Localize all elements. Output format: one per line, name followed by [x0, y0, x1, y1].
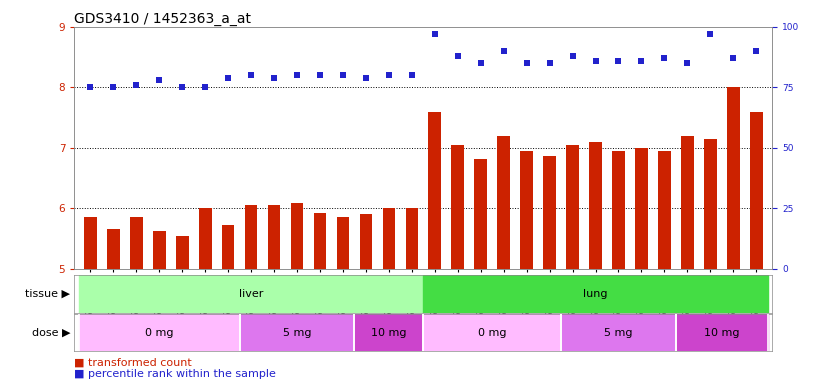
Point: [153, 77, 166, 83]
Point: [566, 53, 579, 59]
Point: [543, 60, 556, 66]
Point: [750, 48, 763, 54]
Point: [704, 31, 717, 37]
Text: GDS3410 / 1452363_a_at: GDS3410 / 1452363_a_at: [74, 12, 251, 26]
Text: dose ▶: dose ▶: [31, 328, 70, 338]
Bar: [497, 136, 510, 269]
Bar: [429, 112, 441, 269]
Point: [612, 58, 625, 64]
Text: tissue ▶: tissue ▶: [26, 289, 70, 299]
Bar: [359, 214, 373, 269]
Text: 10 mg: 10 mg: [371, 328, 406, 338]
Bar: [452, 145, 464, 269]
Point: [497, 48, 510, 54]
Bar: [268, 205, 280, 269]
Point: [198, 84, 211, 91]
Text: liver: liver: [239, 289, 263, 299]
Point: [221, 74, 235, 81]
Bar: [79, 314, 240, 351]
Bar: [130, 217, 143, 269]
Bar: [474, 159, 487, 269]
Text: lung: lung: [583, 289, 608, 299]
Bar: [658, 151, 671, 269]
Point: [313, 72, 326, 78]
Bar: [750, 112, 762, 269]
Point: [244, 72, 258, 78]
Point: [657, 55, 671, 61]
Bar: [544, 156, 556, 269]
Bar: [107, 230, 120, 269]
Text: 10 mg: 10 mg: [704, 328, 739, 338]
Bar: [153, 231, 165, 269]
Bar: [84, 217, 97, 269]
Point: [474, 60, 487, 66]
Bar: [567, 145, 579, 269]
Bar: [354, 314, 423, 351]
Bar: [635, 148, 648, 269]
Bar: [612, 151, 624, 269]
Text: ■ transformed count: ■ transformed count: [74, 358, 192, 368]
Point: [336, 72, 349, 78]
Point: [428, 31, 441, 37]
Point: [451, 53, 464, 59]
Bar: [589, 142, 602, 269]
Bar: [406, 208, 418, 269]
Point: [359, 74, 373, 81]
Bar: [337, 217, 349, 269]
Bar: [704, 139, 717, 269]
Bar: [382, 208, 395, 269]
Bar: [199, 208, 211, 269]
Bar: [291, 204, 303, 269]
Bar: [176, 236, 188, 269]
Point: [83, 84, 97, 91]
Point: [589, 58, 602, 64]
Bar: [79, 275, 423, 313]
Bar: [240, 314, 354, 351]
Point: [130, 82, 143, 88]
Point: [727, 55, 740, 61]
Point: [176, 84, 189, 91]
Bar: [424, 314, 561, 351]
Point: [268, 74, 281, 81]
Point: [635, 58, 648, 64]
Bar: [727, 88, 739, 269]
Bar: [424, 275, 767, 313]
Bar: [222, 225, 235, 269]
Bar: [561, 314, 676, 351]
Text: 5 mg: 5 mg: [605, 328, 633, 338]
Bar: [681, 136, 694, 269]
Text: ■ percentile rank within the sample: ■ percentile rank within the sample: [74, 369, 276, 379]
Point: [681, 60, 694, 66]
Point: [107, 84, 120, 91]
Point: [520, 60, 534, 66]
Text: 5 mg: 5 mg: [282, 328, 311, 338]
Text: 0 mg: 0 mg: [145, 328, 173, 338]
Point: [406, 72, 419, 78]
Text: 0 mg: 0 mg: [478, 328, 506, 338]
Bar: [520, 151, 533, 269]
Bar: [314, 213, 326, 269]
Bar: [244, 205, 258, 269]
Point: [382, 72, 396, 78]
Bar: [676, 314, 767, 351]
Point: [291, 72, 304, 78]
